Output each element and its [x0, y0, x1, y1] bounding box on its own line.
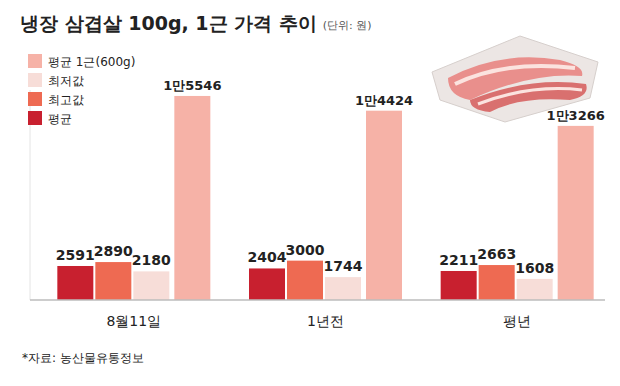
x-tick-label: 1년전	[307, 313, 344, 329]
data-label: 2591	[56, 247, 95, 263]
bar	[57, 266, 93, 300]
bar	[249, 268, 285, 300]
bar	[558, 126, 594, 300]
data-labels: 2591 2404 2211 2890 3000 2663 2180 1744 1608 1만55…	[56, 78, 605, 276]
bar	[366, 111, 402, 300]
legend-swatch	[28, 54, 42, 68]
data-label: 1608	[515, 260, 554, 276]
chart: 냉장 삼겹살 100g, 1근 가격 추이 (단위: 원) 2591 2404 2211…	[0, 0, 620, 386]
data-label: 1만4424	[355, 93, 413, 108]
data-label: 1만3266	[547, 108, 605, 123]
subtitle: (단위: 원)	[323, 19, 372, 32]
bar	[95, 262, 131, 300]
legend: 평균 1근(600g) 최저값최고값평균	[28, 54, 135, 126]
legend-label: 최고값	[48, 93, 84, 107]
data-label: 1만5546	[163, 78, 221, 93]
baseline	[30, 299, 605, 301]
legend-label: 평균 1근(600g)	[48, 55, 135, 69]
bar	[174, 96, 210, 300]
data-label: 2404	[248, 249, 287, 265]
legend-swatch	[28, 73, 42, 87]
legend-swatch	[28, 111, 42, 125]
legend-label: 최저값	[48, 74, 84, 88]
source: *자료: 농산물유통정보	[22, 351, 144, 365]
data-label: 3000	[286, 242, 325, 258]
data-label: 2890	[94, 243, 133, 259]
bar	[517, 279, 553, 300]
title: 냉장 삼겹살 100g, 1근 가격 추이	[20, 12, 317, 34]
bar	[133, 271, 169, 300]
x-tick-label: 8월11일	[106, 313, 161, 329]
legend-swatch	[28, 92, 42, 106]
data-label: 2211	[439, 252, 478, 268]
bar	[479, 265, 515, 300]
data-label: 2663	[477, 246, 516, 262]
data-label: 1744	[324, 258, 363, 274]
bar	[441, 271, 477, 300]
x-tick-label: 평년	[503, 313, 531, 329]
bar	[287, 261, 323, 300]
legend-label: 평균	[48, 112, 72, 126]
data-label: 2180	[132, 252, 171, 268]
bars	[57, 96, 593, 300]
bar	[325, 277, 361, 300]
